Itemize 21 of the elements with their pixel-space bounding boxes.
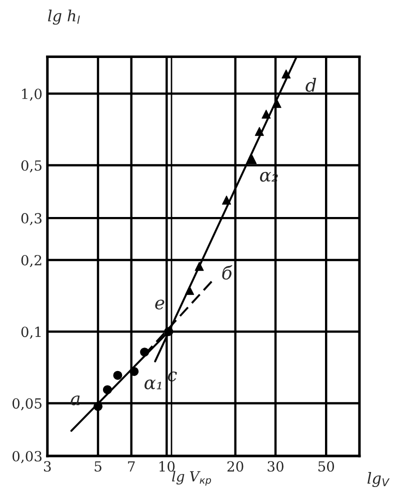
ref-line-label: lg V$_{кр}$ <box>172 470 212 486</box>
y-axis-title: lg h$_{l}$ <box>48 10 80 25</box>
y-tick-label: 0,5 <box>21 160 42 172</box>
y-tick-label: 0,2 <box>21 254 42 268</box>
x-tick-label: 10 <box>160 461 175 472</box>
annotation: б <box>222 265 232 280</box>
annotation: α₁ <box>144 380 162 390</box>
x-tick-label: 50 <box>318 461 334 472</box>
x-tick-label: 3 <box>44 461 51 472</box>
x-tick-label: 7 <box>128 461 135 472</box>
y-tick-label: 0,05 <box>12 398 42 410</box>
x-tick-label: 30 <box>268 461 284 472</box>
x-axis-title: lg$_{V}$ <box>368 472 390 487</box>
y-tick-label: 0,3 <box>21 213 42 226</box>
y-tick-label: 0,1 <box>21 326 41 339</box>
y-tick-label: 1,0 <box>22 88 42 101</box>
x-tick-label: 20 <box>227 461 244 472</box>
y-tick-label: 0,03 <box>12 450 42 464</box>
annotation: e <box>155 300 164 310</box>
annotation: d <box>306 78 316 92</box>
x-tick-label: 5 <box>94 461 102 472</box>
